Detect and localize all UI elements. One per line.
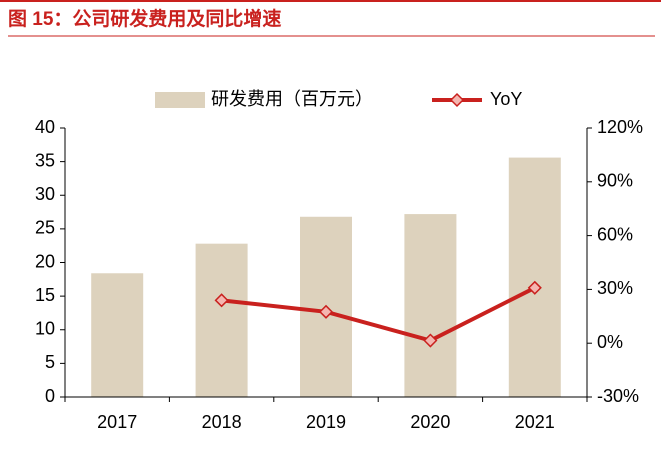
y-tick-label: 40: [35, 117, 55, 137]
x-tick-label: 2018: [202, 412, 242, 432]
line: [221, 286, 536, 343]
y2-tick-label: 120%: [597, 117, 643, 137]
bar: [195, 243, 248, 397]
marker: [214, 293, 229, 308]
bar: [508, 157, 561, 397]
legend-swatch: [155, 92, 205, 108]
marker: [318, 304, 334, 319]
y2-tick-label: 90%: [597, 171, 633, 191]
legend-label: YoY: [490, 89, 522, 109]
y-tick-label: 25: [35, 218, 55, 238]
y-tick-label: 5: [45, 352, 55, 372]
marker: [423, 333, 438, 348]
y-tick-label: 0: [45, 386, 55, 406]
bar: [404, 214, 457, 397]
y2-tick-label: 30%: [597, 278, 633, 298]
y-tick-label: 30: [35, 184, 55, 204]
y-tick-label: 35: [35, 150, 55, 170]
y-tick-label: 15: [35, 285, 55, 305]
x-tick-label: 2020: [410, 412, 450, 432]
bar: [91, 273, 144, 397]
x-tick-label: 2017: [97, 412, 137, 432]
y-tick-label: 20: [35, 251, 55, 271]
y2-tick-label: -30%: [597, 386, 639, 406]
y2-tick-label: 60%: [597, 224, 633, 244]
legend-label: 研发费用（百万元）: [211, 89, 373, 109]
marker: [527, 280, 542, 295]
x-tick-label: 2019: [306, 412, 346, 432]
chart-title: 图 15：公司研发费用及同比增速: [8, 7, 281, 30]
y-tick-label: 10: [35, 319, 55, 339]
legend-marker: [449, 92, 465, 108]
x-tick-label: 2021: [515, 412, 555, 432]
y2-tick-label: 0%: [597, 332, 623, 352]
